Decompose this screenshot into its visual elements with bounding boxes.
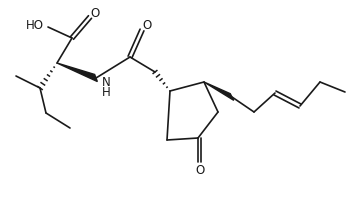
Polygon shape: [204, 82, 234, 100]
Text: O: O: [195, 164, 205, 177]
Text: O: O: [142, 19, 152, 32]
Text: N: N: [102, 75, 111, 88]
Text: HO: HO: [26, 19, 44, 32]
Text: O: O: [90, 7, 99, 20]
Polygon shape: [57, 63, 97, 82]
Text: H: H: [102, 85, 111, 98]
